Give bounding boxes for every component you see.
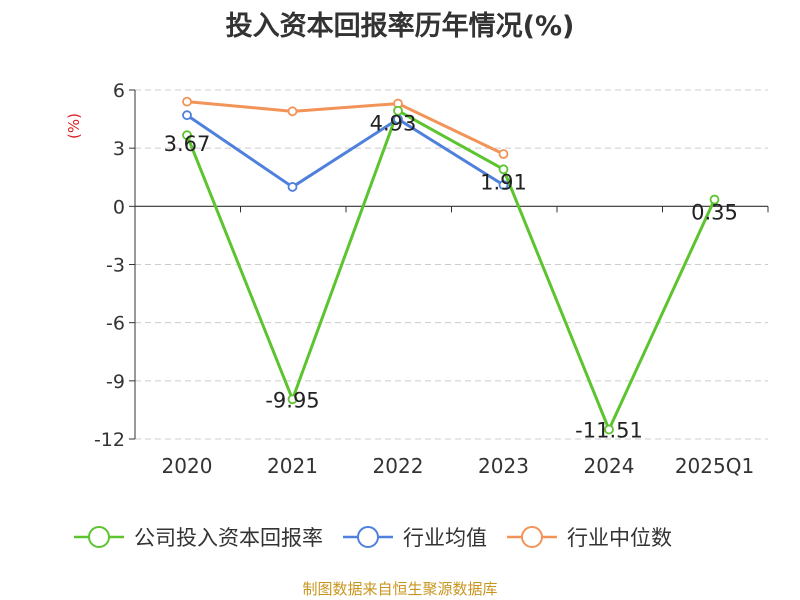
data-point [498, 180, 509, 190]
data-point [498, 149, 509, 159]
legend-marker [521, 526, 543, 548]
x-tick-label: 2022 [373, 454, 424, 478]
y-tick-label: -9 [106, 371, 125, 393]
data-source-footer: 制图数据来自恒生聚源数据库 [302, 580, 498, 598]
series-line [186, 100, 505, 156]
legend-marker [357, 526, 379, 548]
y-axis-label: (%) [65, 113, 83, 139]
x-tick-label: 2024 [584, 454, 635, 478]
data-point [709, 194, 720, 205]
y-tick-label: 0 [113, 196, 125, 218]
y-tick-label: -3 [106, 255, 125, 277]
series-line [185, 109, 716, 431]
y-tick-label: -6 [106, 313, 125, 335]
data-point [287, 182, 298, 192]
data-point [182, 130, 192, 141]
legend-item[interactable]: 行业中位数 [507, 526, 672, 550]
data-point [182, 96, 192, 107]
data-label: -11.51 [575, 418, 643, 442]
series-line [186, 113, 505, 189]
data-point [287, 106, 298, 117]
data-point [182, 110, 192, 121]
y-tick-label: 3 [113, 138, 125, 160]
data-label: 1.91 [480, 170, 527, 194]
legend-marker [88, 526, 110, 548]
legend-item[interactable]: 行业均值 [343, 526, 487, 550]
x-tick-label: 2025Q1 [675, 454, 754, 478]
data-point [287, 394, 298, 405]
x-tick-label: 2023 [478, 454, 529, 478]
data-label: -9.95 [265, 388, 319, 412]
data-point [498, 164, 509, 175]
data-label: 0.35 [691, 201, 738, 225]
data-point [604, 424, 614, 435]
y-tick-label: 6 [113, 80, 125, 102]
legend-label: 行业中位数 [567, 526, 672, 550]
data-label: 4.93 [370, 112, 417, 136]
data-point [393, 105, 403, 116]
legend-label: 公司投入资本回报率 [134, 526, 323, 550]
x-tick-label: 2020 [162, 454, 213, 478]
legend-item[interactable]: 公司投入资本回报率 [74, 526, 323, 550]
chart-title: 投入资本回报率历年情况(%) [225, 11, 575, 42]
data-label: 3.67 [164, 132, 211, 156]
y-tick-label: -12 [94, 429, 125, 451]
x-tick-label: 2021 [267, 454, 318, 478]
legend-label: 行业均值 [403, 526, 487, 550]
